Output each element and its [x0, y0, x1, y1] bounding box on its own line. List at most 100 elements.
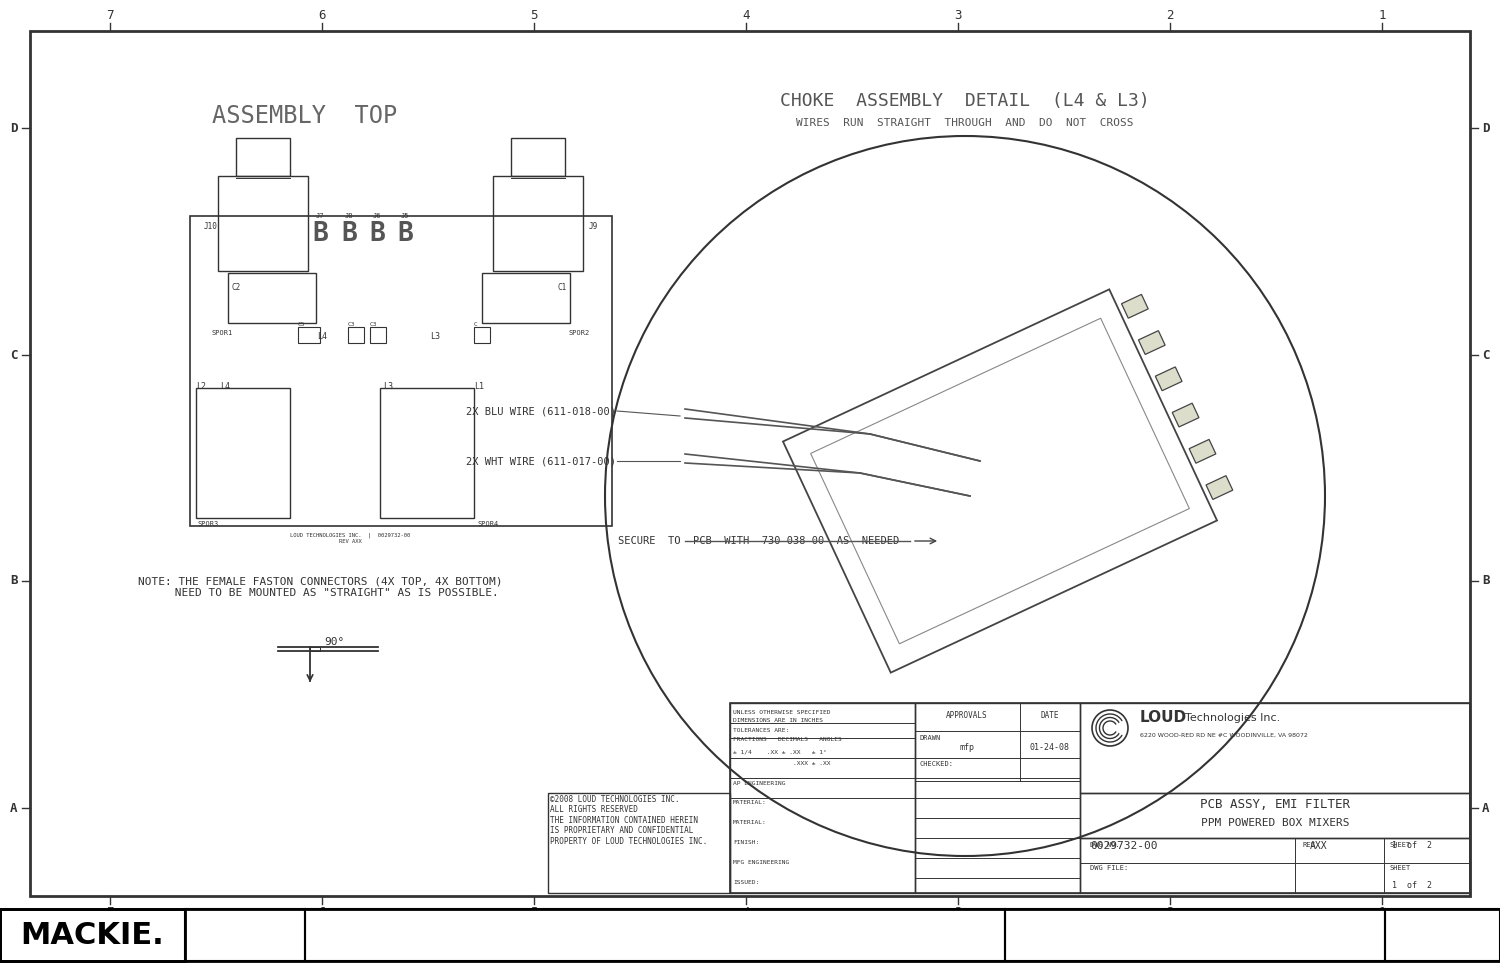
Bar — [1384, 909, 1500, 961]
Text: 3: 3 — [954, 906, 962, 919]
Bar — [370, 327, 386, 343]
Text: APPROVALS: APPROVALS — [946, 711, 988, 720]
Bar — [1080, 838, 1470, 893]
Text: ISSUED:: ISSUED: — [734, 880, 759, 885]
Text: SHEET: SHEET — [1389, 842, 1410, 848]
Text: SPOR3: SPOR3 — [198, 521, 219, 527]
Text: C3: C3 — [348, 322, 355, 327]
Text: SECURE  TO  PCB  WITH  730-038-00  AS  NEEDED: SECURE TO PCB WITH 730-038-00 AS NEEDED — [618, 536, 900, 546]
Text: ± 1/4    .XX ± .XX   ± 1°: ± 1/4 .XX ± .XX ± 1° — [734, 749, 827, 754]
Circle shape — [1092, 710, 1128, 746]
Text: B: B — [10, 575, 18, 587]
Polygon shape — [1122, 294, 1148, 318]
Polygon shape — [1155, 367, 1182, 390]
Text: WIRES  RUN  STRAIGHT  THROUGH  AND  DO  NOT  CROSS: WIRES RUN STRAIGHT THROUGH AND DO NOT CR… — [796, 118, 1134, 128]
Text: MACKIE.: MACKIE. — [20, 921, 164, 950]
Polygon shape — [783, 289, 1216, 673]
Text: DIMENSIONS ARE IN INCHES: DIMENSIONS ARE IN INCHES — [734, 718, 824, 723]
Polygon shape — [1206, 476, 1233, 499]
Circle shape — [604, 136, 1324, 856]
Bar — [1080, 703, 1470, 793]
Bar — [512, 138, 566, 176]
Text: TOLERANCES ARE:: TOLERANCES ARE: — [734, 728, 789, 733]
Text: L3: L3 — [382, 382, 393, 391]
Text: 6220 WOOD-RED RD NE #C WOODINVILLE, VA 98072: 6220 WOOD-RED RD NE #C WOODINVILLE, VA 9… — [1140, 732, 1308, 738]
Text: C: C — [1482, 349, 1490, 361]
Text: L1: L1 — [474, 382, 484, 391]
Text: LOUD TECHNOLOGIES INC.  |  0029732-00: LOUD TECHNOLOGIES INC. | 0029732-00 — [290, 533, 410, 539]
Bar — [915, 703, 1080, 893]
Text: SPOR2: SPOR2 — [568, 330, 590, 336]
Text: 0029732-00: 0029732-00 — [1090, 841, 1158, 851]
Text: 1  of  2: 1 of 2 — [1392, 881, 1432, 890]
Text: PAGE 1: PAGE 1 — [1418, 928, 1467, 942]
Polygon shape — [1138, 331, 1166, 354]
Text: B: B — [1482, 575, 1490, 587]
Text: SPOR1: SPOR1 — [211, 330, 234, 336]
Text: A: A — [1482, 801, 1490, 815]
Text: PCB ASSY, EMI FILTER: PCB ASSY, EMI FILTER — [1200, 798, 1350, 812]
Text: FINISH:: FINISH: — [734, 840, 759, 845]
Text: B: B — [340, 221, 357, 247]
Bar — [474, 327, 490, 343]
Text: C2: C2 — [231, 283, 240, 292]
Text: J7: J7 — [315, 213, 324, 219]
Text: PPM608: PPM608 — [217, 927, 273, 943]
Text: L3: L3 — [430, 331, 439, 341]
Bar — [0, 909, 184, 961]
Text: 01-24-08: 01-24-08 — [1030, 743, 1069, 752]
Text: REV: REV — [1302, 842, 1316, 848]
Text: C: C — [10, 349, 18, 361]
Text: 1: 1 — [1378, 906, 1386, 919]
Text: DRAWN: DRAWN — [920, 735, 942, 741]
Text: B: B — [312, 221, 328, 247]
Text: 1  of  2: 1 of 2 — [1392, 841, 1432, 850]
Text: C3: C3 — [370, 322, 378, 327]
Text: .XXX ± .XX: .XXX ± .XX — [734, 761, 831, 766]
Text: CHECKED:: CHECKED: — [920, 761, 954, 767]
Text: REV AXX: REV AXX — [339, 539, 362, 544]
Text: 7: 7 — [106, 906, 114, 919]
Text: 6: 6 — [318, 906, 326, 919]
Polygon shape — [1172, 403, 1198, 427]
Text: J9: J9 — [588, 221, 598, 230]
Text: C: C — [474, 322, 477, 327]
Text: DWG FILE:: DWG FILE: — [1090, 865, 1128, 871]
Text: D: D — [1482, 121, 1490, 135]
Text: 7: 7 — [106, 9, 114, 21]
Bar — [30, 31, 1470, 896]
Text: DWG NO.: DWG NO. — [1090, 842, 1119, 848]
Bar — [380, 388, 474, 518]
Text: 4: 4 — [742, 906, 750, 919]
Text: 2X BLU WIRE (611-018-00): 2X BLU WIRE (611-018-00) — [466, 406, 616, 416]
Bar — [236, 138, 290, 176]
Text: B: B — [398, 221, 412, 247]
Bar — [730, 703, 915, 893]
Bar — [196, 388, 290, 518]
Text: J5: J5 — [400, 213, 410, 219]
Bar — [548, 793, 730, 893]
Text: B: B — [369, 221, 386, 247]
Bar — [1080, 793, 1470, 838]
Text: ASSEMBLY  TOP: ASSEMBLY TOP — [213, 104, 398, 128]
Text: J6: J6 — [372, 213, 381, 219]
Text: DATE: DATE — [1041, 711, 1059, 720]
Text: ©2008 LOUD TECHNOLOGIES INC.
ALL RIGHTS RESERVED
THE INFORMATION CONTAINED HEREI: ©2008 LOUD TECHNOLOGIES INC. ALL RIGHTS … — [550, 795, 708, 846]
Bar — [482, 273, 570, 323]
Text: FRACTIONS   DECIMALS   ANGLES: FRACTIONS DECIMALS ANGLES — [734, 737, 842, 742]
Polygon shape — [1190, 440, 1216, 463]
Text: C5: C5 — [298, 322, 306, 327]
Text: L2: L2 — [196, 382, 206, 391]
Text: 2: 2 — [1167, 9, 1173, 21]
Text: D: D — [10, 121, 18, 135]
Text: L4: L4 — [316, 331, 327, 341]
Text: NOTE: THE FEMALE FASTON CONNECTORS (4X TOP, 4X BOTTOM)
     NEED TO BE MOUNTED A: NOTE: THE FEMALE FASTON CONNECTORS (4X T… — [138, 576, 503, 597]
Text: CHOKE  ASSEMBLY  DETAIL  (L4 & L3): CHOKE ASSEMBLY DETAIL (L4 & L3) — [780, 92, 1150, 110]
Bar — [0, 909, 1500, 961]
Text: J10: J10 — [204, 221, 218, 230]
Bar — [1005, 909, 1384, 961]
Bar — [217, 176, 308, 271]
Bar — [494, 176, 584, 271]
Text: 6: 6 — [318, 9, 326, 21]
Bar — [228, 273, 316, 323]
